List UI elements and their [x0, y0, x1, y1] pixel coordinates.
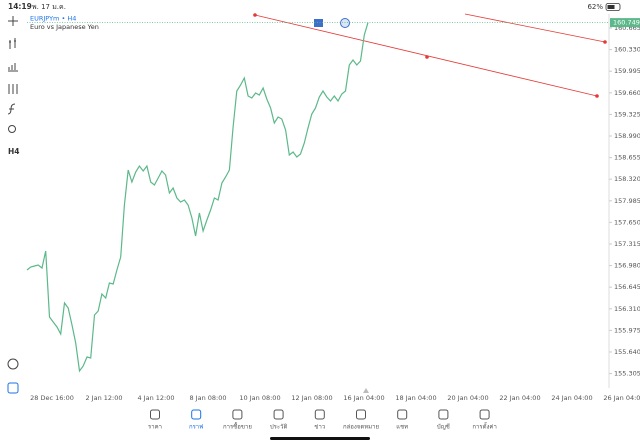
- home-indicator: [270, 437, 370, 440]
- tab-label[interactable]: การตั้งค่า: [472, 421, 496, 431]
- trend-line[interactable]: [464, 13, 606, 43]
- battery-fill: [607, 5, 615, 9]
- tab-icon[interactable]: [150, 409, 160, 420]
- tab-icon[interactable]: [438, 409, 449, 420]
- broker-tool[interactable]: [7, 382, 19, 394]
- tab-icon[interactable]: [479, 409, 490, 420]
- y-tick-label: 156.645: [614, 283, 640, 291]
- tab-icon[interactable]: [397, 409, 408, 420]
- tab-label[interactable]: ประวัติ: [270, 424, 288, 431]
- y-tick-label: 158.990: [614, 132, 640, 140]
- status-time: 14:19: [8, 2, 32, 11]
- tab-icon[interactable]: [356, 409, 366, 420]
- tab-label[interactable]: ข่าว: [314, 424, 325, 431]
- y-tick-label: 157.985: [614, 197, 640, 205]
- battery-icon: [605, 3, 621, 11]
- trend-handle[interactable]: [595, 94, 599, 98]
- y-tick-label: 158.655: [614, 154, 640, 162]
- x-tick-label: 8 Jan 08:00: [189, 394, 226, 402]
- tab-label[interactable]: กล่องจดหมาย: [343, 424, 379, 431]
- y-tick-label: 157.315: [614, 240, 640, 248]
- price-line: [26, 22, 369, 373]
- trade-marker[interactable]: [314, 19, 323, 27]
- settings-tool[interactable]: [8, 84, 18, 94]
- tab-label[interactable]: แชท: [396, 424, 408, 431]
- y-tick-label: 155.640: [614, 348, 640, 356]
- timeframe-button[interactable]: H4: [8, 147, 20, 156]
- left-toolbar[interactable]: [7, 16, 19, 394]
- y-tick-label: 159.325: [614, 110, 640, 118]
- y-tick-label: 160.330: [614, 46, 640, 54]
- y-tick-label: 157.650: [614, 218, 640, 226]
- y-tick-label: 160.665: [614, 24, 640, 32]
- x-tick-label: 24 Jan 04:00: [551, 394, 592, 402]
- x-tick-label: 28 Dec 16:00: [30, 394, 74, 402]
- y-tick-label: 156.310: [614, 305, 640, 313]
- objects-tool[interactable]: [8, 125, 16, 133]
- tab-icon[interactable]: [314, 409, 325, 420]
- x-tick-label: 16 Jan 04:00: [343, 394, 384, 402]
- indicators-tool[interactable]: [8, 63, 18, 72]
- x-tick-label: 2 Jan 12:00: [85, 394, 122, 402]
- x-tick-label: 10 Jan 08:00: [239, 394, 280, 402]
- tab-icon[interactable]: [191, 409, 202, 420]
- status-date: พ. 17 ม.ค.: [32, 3, 66, 11]
- time-marker: [363, 388, 369, 393]
- tab-label[interactable]: บัญชี: [437, 423, 450, 431]
- x-tick-label: 22 Jan 04:00: [499, 394, 540, 402]
- chart-symbol[interactable]: EURJPYm • H4: [30, 15, 76, 23]
- function-tool[interactable]: [7, 103, 16, 115]
- tab-label[interactable]: การซื้อขาย: [223, 421, 252, 431]
- y-tick-label: 158.320: [614, 175, 640, 183]
- trade-tool[interactable]: [7, 358, 19, 370]
- tab-label[interactable]: ราคา: [148, 424, 162, 431]
- trend-handle[interactable]: [603, 40, 607, 44]
- chart-type-tool[interactable]: [9, 38, 16, 49]
- battery-level: 62%: [587, 3, 603, 11]
- trend-handle[interactable]: [425, 55, 429, 59]
- y-tick-label: 156.980: [614, 262, 640, 270]
- x-tick-label: 12 Jan 08:00: [291, 394, 332, 402]
- y-tick-label: 155.975: [614, 326, 640, 334]
- y-tick-label: 155.305: [614, 370, 640, 378]
- crosshair-tool[interactable]: [8, 16, 18, 26]
- x-tick-label: 20 Jan 04:00: [447, 394, 488, 402]
- news-marker[interactable]: [340, 18, 350, 28]
- y-tick-label: 159.995: [614, 67, 640, 75]
- last-price-label: 160.749: [613, 19, 640, 27]
- tab-icon[interactable]: [273, 409, 284, 420]
- chart-description: Euro vs Japanese Yen: [30, 23, 99, 31]
- y-tick-label: 159.660: [614, 89, 640, 97]
- tab-label[interactable]: กราฟ: [189, 424, 203, 431]
- trend-line[interactable]: [254, 14, 598, 97]
- x-tick-label: 4 Jan 12:00: [137, 394, 174, 402]
- trend-handle[interactable]: [253, 13, 257, 17]
- x-tick-label: 26 Jan 04:00: [603, 394, 640, 402]
- last-price-box: [610, 18, 640, 28]
- x-tick-label: 18 Jan 04:00: [395, 394, 436, 402]
- tab-icon[interactable]: [232, 409, 243, 420]
- trend-handles: [253, 13, 607, 98]
